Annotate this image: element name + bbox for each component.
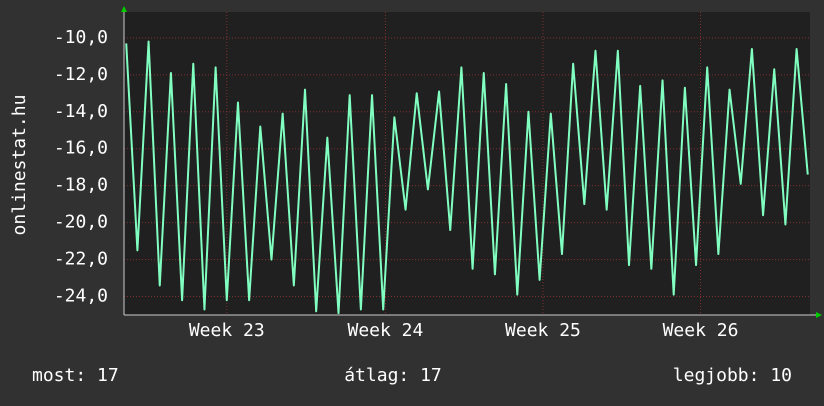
footer-current: most: 17	[32, 365, 119, 386]
x-tick-label: Week 24	[348, 320, 424, 341]
footer-average: átlag: 17	[344, 365, 442, 386]
x-tick-label: Week 25	[505, 320, 581, 341]
x-axis-arrow	[816, 312, 822, 318]
y-tick-label: -18,0	[54, 175, 108, 196]
y-tick-label: -16,0	[54, 138, 108, 159]
y-tick-label: -12,0	[54, 64, 108, 85]
y-tick-label: -10,0	[54, 27, 108, 48]
y-tick-label: -20,0	[54, 212, 108, 233]
marks	[125, 40, 809, 315]
y-tick-label: -14,0	[54, 101, 108, 122]
y-tick-label: -24,0	[54, 286, 108, 307]
y-tick-label: -22,0	[54, 249, 108, 270]
y-axis-label: onlinestat.hu	[9, 95, 30, 236]
data-line	[125, 40, 809, 315]
footer-best: legjobb: 10	[673, 365, 792, 386]
x-tick-label: Week 26	[663, 320, 739, 341]
y-axis-arrow	[121, 6, 127, 12]
x-tick-label: Week 23	[189, 320, 265, 341]
